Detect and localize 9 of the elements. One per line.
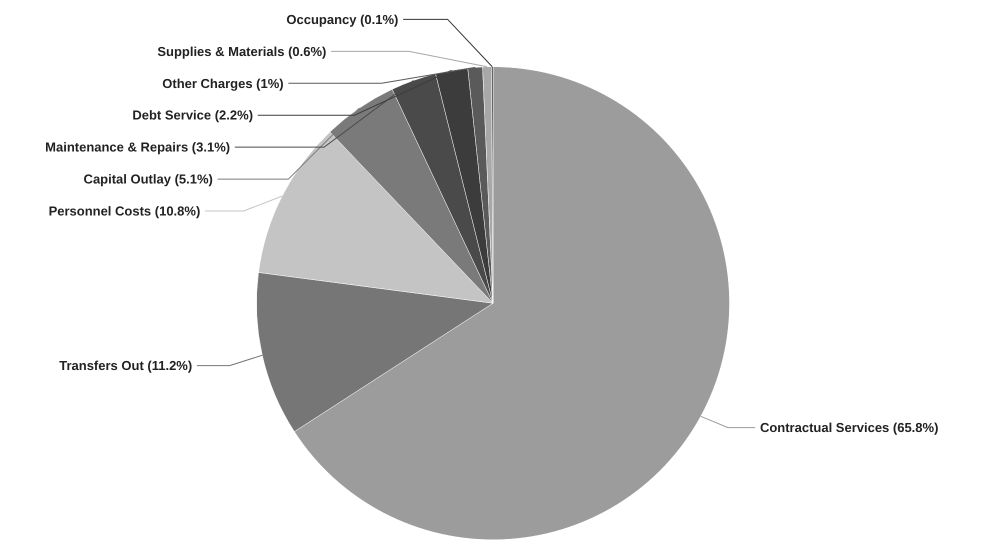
slice-label: Occupancy (0.1%) [286, 12, 398, 27]
slice-label: Debt Service (2.2%) [132, 108, 254, 123]
slice-label: Transfers Out (11.2%) [59, 358, 192, 374]
slice-label: Capital Outlay (5.1%) [84, 172, 213, 187]
slice-label: Maintenance & Repairs (3.1%) [45, 140, 230, 155]
slice-label: Supplies & Materials (0.6%) [157, 44, 326, 59]
slice-label: Contractual Services (65.8%) [760, 420, 938, 436]
slice-label: Other Charges (1%) [162, 76, 284, 91]
slice-label: Personnel Costs (10.8%) [48, 204, 200, 219]
